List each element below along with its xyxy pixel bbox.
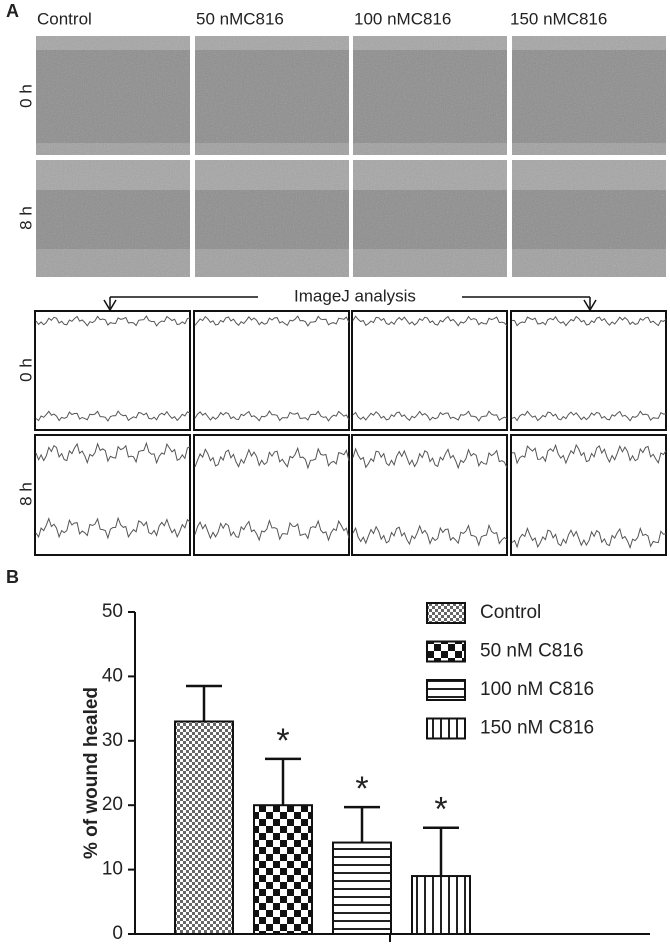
wound-edge <box>511 443 667 465</box>
bar <box>253 804 313 936</box>
wound-edge <box>511 315 667 327</box>
row-label: 0 h <box>16 358 35 382</box>
wound-edge <box>352 447 508 470</box>
wound-edge <box>194 410 350 422</box>
wound-edge <box>194 315 350 327</box>
texture <box>512 36 666 155</box>
wound-edge <box>194 446 350 470</box>
legend-label: 50 nM C816 <box>480 641 584 662</box>
row-label: 8 h <box>16 206 35 230</box>
wound-edge <box>352 315 508 327</box>
column-header: Control <box>37 9 92 28</box>
significance-mark: * <box>276 722 289 760</box>
y-tick-label: 10 <box>102 859 123 880</box>
y-tick-label: 20 <box>102 794 123 815</box>
trace-box <box>193 434 350 556</box>
texture <box>512 160 666 277</box>
wound-edge <box>352 523 508 547</box>
y-tick-label: 40 <box>102 665 123 686</box>
trace-box <box>510 310 667 431</box>
legend-swatch <box>426 602 466 624</box>
trace-box <box>351 434 508 556</box>
texture <box>36 160 190 277</box>
wound-edge <box>35 441 191 465</box>
wound-edge <box>511 526 667 550</box>
legend-label: Control <box>480 602 541 623</box>
analysis-label: ImageJ analysis <box>294 286 416 305</box>
micrographs <box>34 36 667 556</box>
column-header: 50 nMC816 <box>196 9 284 28</box>
texture <box>195 160 349 277</box>
panel-label: A <box>6 1 19 21</box>
wound-edge <box>35 516 191 540</box>
y-axis-label: % of wound healed <box>81 687 102 859</box>
legend-swatch <box>426 679 466 701</box>
bar <box>411 875 471 935</box>
legend-swatch <box>426 717 466 740</box>
column-header: 150 nMC816 <box>510 9 607 28</box>
trace-box <box>351 310 508 431</box>
wound-edge <box>35 315 191 327</box>
texture <box>195 36 349 155</box>
trace-box <box>193 310 350 431</box>
y-tick-label: 50 <box>102 601 123 622</box>
texture <box>353 36 507 155</box>
significance-mark: * <box>355 770 368 808</box>
row-label: 8 h <box>16 482 35 506</box>
texture <box>353 160 507 277</box>
wound-edge <box>352 410 508 422</box>
wound-edge <box>194 518 350 542</box>
significance-mark: * <box>434 791 447 829</box>
legend-swatch <box>426 640 466 663</box>
panel-label: B <box>6 567 19 587</box>
wound-edge <box>511 410 667 422</box>
texture <box>36 36 190 155</box>
y-tick-label: 0 <box>112 923 123 944</box>
legend-label: 100 nM C816 <box>480 679 594 700</box>
bar <box>174 720 234 935</box>
legend-label: 150 nM C816 <box>480 718 594 739</box>
y-tick-label: 30 <box>102 730 123 751</box>
trace-box <box>34 310 191 431</box>
bar <box>332 841 392 935</box>
column-header: 100 nMC816 <box>354 9 451 28</box>
row-label: 0 h <box>16 84 35 108</box>
wound-edge <box>35 410 191 422</box>
